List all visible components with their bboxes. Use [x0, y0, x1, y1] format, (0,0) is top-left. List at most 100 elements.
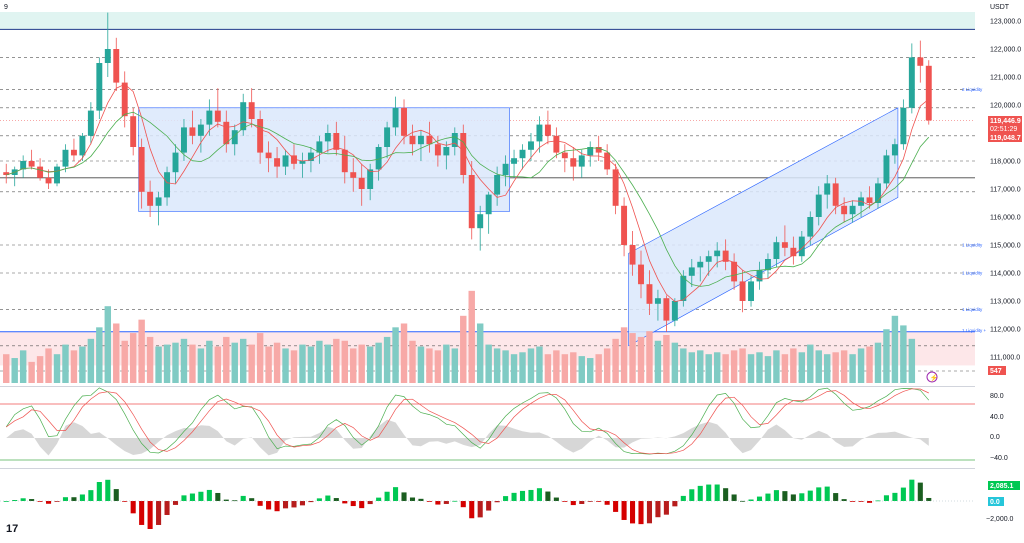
volume-bar [722, 354, 729, 383]
macd-bar [223, 499, 229, 501]
candle-body [824, 183, 831, 195]
macd-bar [646, 501, 653, 524]
macd-bar [257, 501, 263, 506]
volume-bar [248, 344, 255, 383]
volume-bar [587, 358, 594, 383]
candle-body [578, 155, 585, 167]
macd-bar [282, 501, 289, 509]
oscillator-pane [0, 386, 975, 461]
macd-bar [850, 501, 856, 502]
liquidity-label-3: 1 Liquidity [962, 307, 983, 312]
osc-tick-0: 0.0 [990, 434, 1000, 441]
candle [113, 37, 120, 91]
candle [502, 155, 509, 187]
volume-bar [476, 323, 484, 383]
candle-body [164, 172, 171, 198]
candle [621, 197, 628, 257]
candle [231, 124, 238, 156]
macd-bar [333, 498, 339, 501]
volume-bar [629, 333, 636, 383]
volume-bar [104, 306, 112, 383]
candle-body [274, 158, 281, 167]
candle-body [307, 152, 314, 161]
macd-bar [29, 499, 35, 501]
volume-bar [900, 325, 907, 383]
volume-bar [400, 323, 408, 383]
candle-body [654, 298, 661, 304]
candle-body [392, 107, 399, 128]
price-tick-label: 118,000.0 [990, 159, 1021, 166]
candle [705, 250, 712, 276]
candle [121, 71, 128, 128]
candle-body [70, 149, 77, 156]
candle [925, 60, 932, 125]
osc-separator [0, 386, 975, 387]
volume-bar [19, 350, 27, 383]
countdown-label: 02:51:29 [990, 126, 1017, 133]
volume-bar [409, 340, 416, 383]
macd-bar [765, 493, 771, 501]
volume-bar [561, 354, 569, 383]
candle-body [883, 155, 890, 184]
candle [189, 110, 196, 145]
candle [274, 147, 281, 178]
candle [54, 163, 60, 187]
candle-body [350, 172, 357, 178]
tradingview-logo[interactable]: 17 [6, 523, 18, 535]
candle-body [3, 172, 10, 175]
candle [697, 256, 704, 282]
candle-body [214, 110, 221, 122]
candle-body [875, 183, 881, 203]
candle-body [748, 281, 754, 301]
candle-body [172, 152, 179, 173]
macd-bar [866, 501, 873, 503]
volume-bar [544, 354, 552, 383]
candle [257, 110, 264, 164]
volume-bar [53, 354, 61, 383]
volume-bar [417, 346, 425, 383]
candle-body [265, 152, 272, 159]
candle-body [417, 135, 424, 145]
volume-bar [688, 352, 696, 383]
candle-body [544, 124, 551, 136]
macd-bar [613, 501, 619, 512]
candle [316, 135, 323, 164]
volume-bar [612, 338, 619, 383]
macd-bar [274, 501, 280, 512]
volume-bar [341, 340, 348, 383]
macd-bar [833, 493, 839, 501]
macd-bar [401, 492, 407, 501]
candle [147, 180, 154, 217]
volume-bar [282, 348, 289, 383]
candle [638, 250, 644, 299]
lightning-icon[interactable] [926, 371, 938, 383]
macd-bar [663, 501, 669, 515]
candle-body [130, 116, 137, 147]
candle [604, 144, 611, 175]
candle [223, 110, 230, 153]
candle [629, 231, 636, 276]
candle [688, 259, 695, 287]
volume-bar [671, 342, 679, 383]
second-price-label: 119,048.7 [990, 135, 1021, 142]
macd-bar [655, 501, 661, 518]
candle-body [341, 149, 348, 173]
candle-body [20, 161, 27, 170]
candle [426, 121, 433, 153]
macd-bar [714, 484, 720, 501]
candle-body [528, 141, 534, 150]
candle-body [570, 158, 577, 167]
candle [807, 211, 814, 245]
volume-bar [87, 338, 95, 383]
candle-body [841, 205, 848, 215]
macd-zero-badge [988, 497, 1004, 506]
candle [401, 99, 407, 145]
candle [908, 43, 915, 114]
volume-badge-label: 547 [990, 368, 1002, 375]
candle-body [705, 256, 712, 262]
candle-body [638, 264, 644, 285]
volume-bar [747, 354, 755, 383]
macd-bar [325, 495, 331, 501]
